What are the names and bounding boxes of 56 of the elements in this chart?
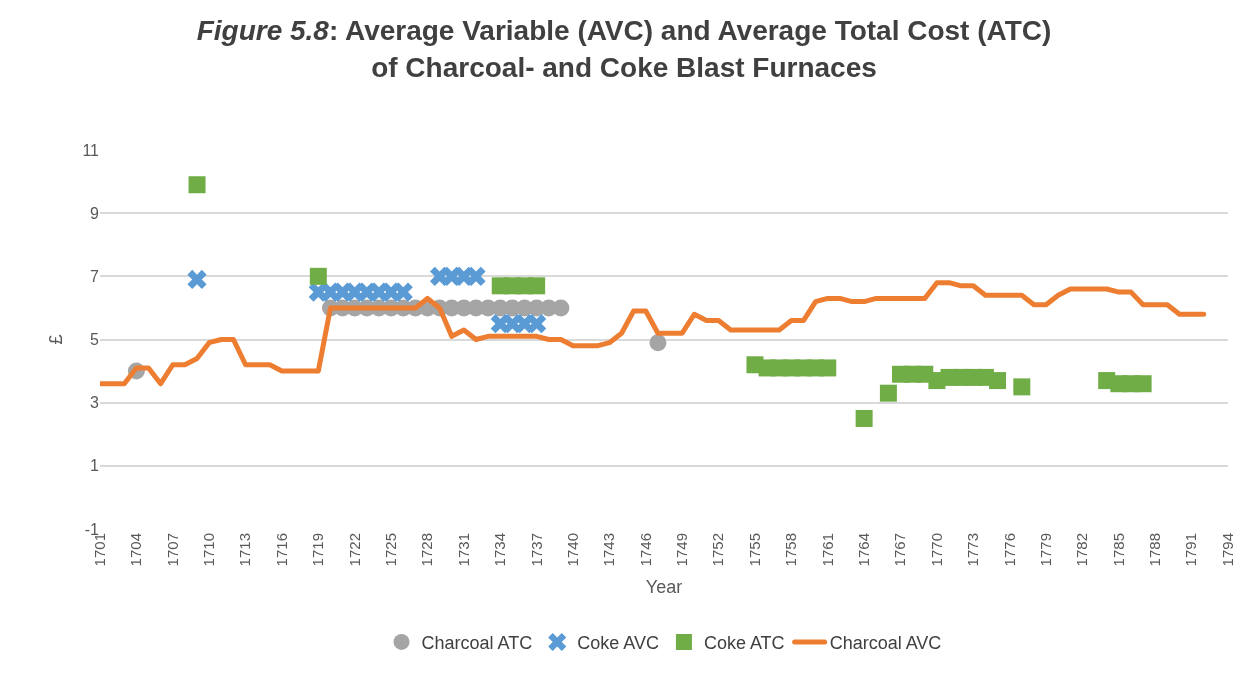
x-tick-label: 1743 — [600, 533, 618, 567]
x-tick-label: 1725 — [381, 533, 399, 567]
x-tick-label: 1749 — [673, 533, 691, 567]
x-tick-label: 1770 — [927, 533, 945, 567]
point — [819, 359, 837, 377]
x-tick-label: 1755 — [745, 533, 763, 567]
x-axis-title: Year — [645, 577, 683, 598]
x-tick-label: 1794 — [1218, 533, 1236, 567]
y-tick-label: 1 — [90, 457, 100, 475]
x-tick-label: 1719 — [309, 533, 327, 567]
y-tick-label: 7 — [90, 267, 100, 285]
y-tick-label: 5 — [90, 331, 100, 349]
point — [528, 277, 546, 295]
legend-label: Coke ATC — [703, 632, 785, 653]
point — [187, 269, 207, 290]
x-tick-label: 1791 — [1182, 533, 1200, 567]
point — [1134, 375, 1152, 393]
x-tick-label: 1713 — [236, 533, 254, 567]
x-tick-label: 1752 — [709, 533, 727, 567]
x-tick-label: 1707 — [163, 533, 181, 567]
point — [855, 409, 873, 427]
point — [989, 372, 1007, 390]
x-tick-label: 1737 — [527, 533, 545, 567]
x-tick-label: 1788 — [1146, 533, 1164, 567]
legend-label: Coke AVC — [577, 632, 659, 653]
x-tick-label: 1722 — [345, 533, 363, 567]
point — [649, 334, 667, 352]
x-tick-label: 1773 — [964, 533, 982, 567]
y-tick-label: 3 — [90, 394, 100, 412]
y-tick-label: 11 — [82, 141, 100, 159]
legend-label: Charcoal AVC — [829, 632, 942, 653]
legend-label: Charcoal ATC — [421, 632, 533, 653]
point — [879, 384, 897, 402]
x-tick-label: 1782 — [1073, 533, 1091, 567]
x-tick-label: 1728 — [418, 533, 436, 567]
x-tick-label: 1758 — [782, 533, 800, 567]
x-tick-label: 1746 — [636, 533, 654, 567]
point — [527, 314, 547, 334]
x-tick-label: 1764 — [855, 533, 873, 567]
x-tick-label: 1779 — [1036, 533, 1054, 567]
x-tick-label: 1710 — [200, 533, 218, 567]
x-tick-label: 1704 — [127, 533, 145, 567]
point — [188, 176, 206, 194]
chart-title: Figure 5.8: Average Variable (AVC) and Average Total Cost (ATC) of Charcoal- and Coke Blast Furnaces — [196, 15, 1052, 83]
x-tick-label: 1740 — [563, 533, 581, 567]
y-tick-label: 9 — [90, 204, 100, 222]
x-tick-label: 1731 — [454, 533, 472, 567]
point — [1013, 378, 1031, 396]
x-tick-label: 1761 — [818, 533, 836, 567]
x-tick-label: 1716 — [272, 533, 290, 567]
x-tick-label: 1767 — [891, 533, 909, 567]
y-axis-title: £ — [45, 334, 66, 345]
x-tick-label: 1785 — [1109, 533, 1127, 567]
x-tick-label: 1776 — [1000, 533, 1018, 567]
x-tick-label: 1734 — [491, 533, 509, 567]
point — [309, 267, 327, 285]
